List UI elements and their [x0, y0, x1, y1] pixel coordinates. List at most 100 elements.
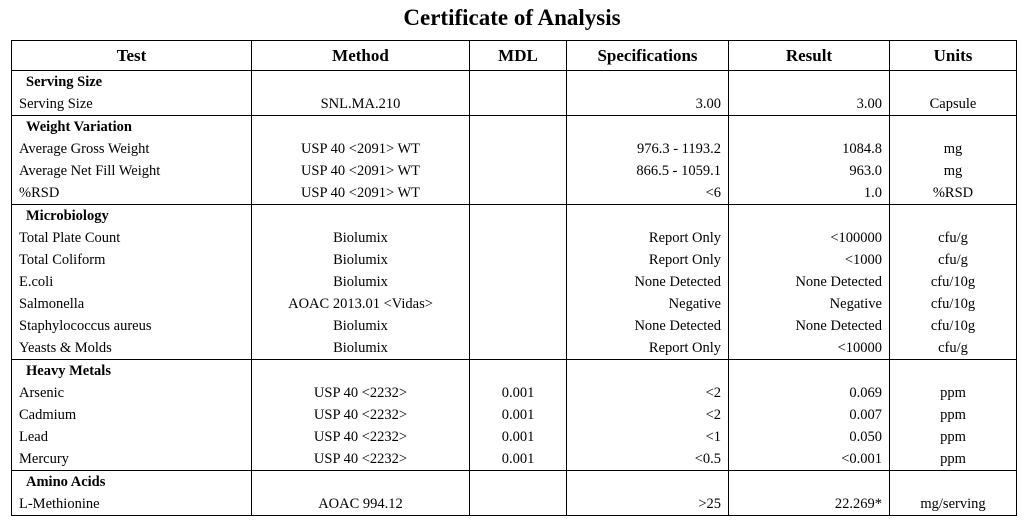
cell-units: cfu/g: [889, 337, 1017, 360]
cell-specifications: Negative: [566, 293, 729, 315]
table-row: Average Gross Weight USP 40 <2091> WT 976.…: [11, 138, 1017, 160]
cell-units: ppm: [889, 426, 1017, 448]
cell-mdl: [469, 315, 567, 337]
cell-mdl: [469, 93, 567, 116]
cell-test: %RSD: [11, 182, 252, 205]
cell-result: None Detected: [728, 315, 890, 337]
cell-method: USP 40 <2091> WT: [251, 138, 470, 160]
empty-cell: [251, 204, 470, 227]
document-title: Certificate of Analysis: [403, 5, 621, 30]
table-row: Arsenic USP 40 <2232> 0.001 <2 0.069 ppm: [11, 382, 1017, 404]
cell-units: ppm: [889, 448, 1017, 471]
cell-mdl: 0.001: [469, 382, 567, 404]
cell-method: AOAC 2013.01 <Vidas>: [251, 293, 470, 315]
cell-result: <0.001: [728, 448, 890, 471]
cell-result: <10000: [728, 337, 890, 360]
empty-cell: [728, 204, 890, 227]
table-row: Cadmium USP 40 <2232> 0.001 <2 0.007 ppm: [11, 404, 1017, 426]
cell-mdl: 0.001: [469, 426, 567, 448]
empty-cell: [566, 359, 729, 382]
table-row: Total Coliform Biolumix Report Only <1000 cf…: [11, 249, 1017, 271]
cell-specifications: <0.5: [566, 448, 729, 471]
section-title: Heavy Metals: [11, 359, 252, 382]
cell-result: None Detected: [728, 271, 890, 293]
empty-cell: [728, 470, 890, 493]
cell-method: Biolumix: [251, 227, 470, 249]
cell-specifications: Report Only: [566, 227, 729, 249]
cell-result: 0.007: [728, 404, 890, 426]
cell-test: Salmonella: [11, 293, 252, 315]
table-row: Lead USP 40 <2232> 0.001 <1 0.050 ppm: [11, 426, 1017, 448]
section-header-row: Heavy Metals: [11, 359, 1017, 382]
header-method: Method: [251, 40, 470, 71]
cell-result: 963.0: [728, 160, 890, 182]
empty-cell: [251, 470, 470, 493]
cell-mdl: 0.001: [469, 404, 567, 426]
cell-specifications: <1: [566, 426, 729, 448]
header-result: Result: [728, 40, 890, 71]
cell-specifications: Report Only: [566, 249, 729, 271]
table-row: Total Plate Count Biolumix Report Only <100…: [11, 227, 1017, 249]
cell-result: 22.269*: [728, 493, 890, 516]
cell-method: USP 40 <2232>: [251, 404, 470, 426]
header-units: Units: [889, 40, 1017, 71]
cell-result: <1000: [728, 249, 890, 271]
cell-units: mg/serving: [889, 493, 1017, 516]
cell-specifications: <2: [566, 382, 729, 404]
cell-units: cfu/10g: [889, 315, 1017, 337]
cell-test: Staphylococcus aureus: [11, 315, 252, 337]
empty-cell: [251, 115, 470, 138]
cell-method: Biolumix: [251, 249, 470, 271]
cell-method: USP 40 <2232>: [251, 382, 470, 404]
cell-result: <100000: [728, 227, 890, 249]
section-title: Amino Acids: [11, 470, 252, 493]
section-title: Microbiology: [11, 204, 252, 227]
cell-units: cfu/g: [889, 227, 1017, 249]
cell-specifications: None Detected: [566, 271, 729, 293]
empty-cell: [728, 115, 890, 138]
section-header-row: Serving Size: [11, 70, 1017, 93]
table-row: Salmonella AOAC 2013.01 <Vidas> Negative Ne…: [11, 293, 1017, 315]
section-title: Serving Size: [11, 70, 252, 93]
header-row: Test Method MDL Specifications Result Un…: [11, 40, 1017, 71]
empty-cell: [469, 470, 567, 493]
table-row: Serving Size SNL.MA.210 3.00 3.00 Capsule: [11, 93, 1017, 116]
section-title: Weight Variation: [11, 115, 252, 138]
cell-units: cfu/10g: [889, 293, 1017, 315]
cell-units: mg: [889, 138, 1017, 160]
empty-cell: [728, 70, 890, 93]
cell-method: SNL.MA.210: [251, 93, 470, 116]
cell-test: E.coli: [11, 271, 252, 293]
cell-mdl: [469, 182, 567, 205]
empty-cell: [728, 359, 890, 382]
empty-cell: [469, 70, 567, 93]
section-header-row: Amino Acids: [11, 470, 1017, 493]
cell-method: Biolumix: [251, 337, 470, 360]
empty-cell: [889, 204, 1017, 227]
empty-cell: [566, 70, 729, 93]
cell-specifications: >25: [566, 493, 729, 516]
cell-result: 1084.8: [728, 138, 890, 160]
header-mdl: MDL: [469, 40, 567, 71]
cell-result: 0.069: [728, 382, 890, 404]
empty-cell: [469, 359, 567, 382]
cell-units: ppm: [889, 404, 1017, 426]
cell-result: Negative: [728, 293, 890, 315]
cell-specifications: 976.3 - 1193.2: [566, 138, 729, 160]
cell-test: L-Methionine: [11, 493, 252, 516]
empty-cell: [889, 115, 1017, 138]
cell-test: Cadmium: [11, 404, 252, 426]
cell-test: Average Net Fill Weight: [11, 160, 252, 182]
cell-method: USP 40 <2232>: [251, 448, 470, 471]
empty-cell: [469, 204, 567, 227]
empty-cell: [251, 70, 470, 93]
cell-test: Arsenic: [11, 382, 252, 404]
cell-mdl: [469, 227, 567, 249]
empty-cell: [251, 359, 470, 382]
table-row: E.coli Biolumix None Detected None Detected…: [11, 271, 1017, 293]
cell-method: Biolumix: [251, 271, 470, 293]
section-header-row: Microbiology: [11, 204, 1017, 227]
cell-method: AOAC 994.12: [251, 493, 470, 516]
cell-specifications: <2: [566, 404, 729, 426]
cell-mdl: [469, 249, 567, 271]
